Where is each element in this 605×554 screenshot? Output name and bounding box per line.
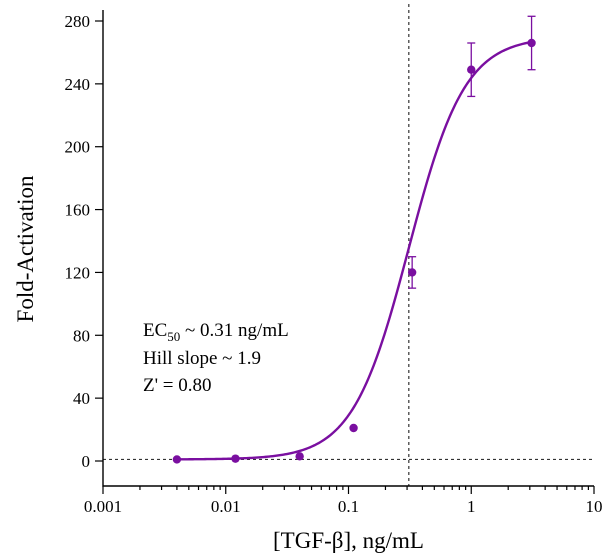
x-axis-ticks: 0.001 0.01 0.1 1 10 — [84, 486, 603, 516]
x-tick-label: 10 — [586, 497, 603, 516]
y-tick-label: 0 — [82, 452, 91, 471]
fit-curve — [176, 40, 532, 461]
hill-slope-annotation: Hill slope ~ 1.9 — [143, 348, 261, 369]
error-bars-layer — [408, 15, 536, 289]
x-tick-label: 1 — [467, 497, 476, 516]
ec50-value: ~ 0.31 ng/mL — [180, 320, 288, 341]
ec50-annotation: EC50 ~ 0.31 ng/mL — [143, 320, 289, 344]
z-prime-annotation: Z' = 0.80 — [143, 375, 212, 396]
data-point — [407, 268, 417, 277]
data-point — [467, 65, 476, 74]
y-tick-label: 40 — [73, 389, 90, 408]
data-point — [295, 452, 304, 461]
y-tick-label: 80 — [73, 326, 90, 345]
x-tick-label: 0.1 — [338, 497, 359, 516]
x-tick-label: 0.01 — [211, 497, 241, 516]
ec50-subscript: 50 — [167, 329, 180, 344]
y-tick-label: 120 — [65, 263, 91, 282]
data-point — [172, 455, 182, 464]
y-tick-label: 280 — [65, 12, 91, 31]
y-tick-label: 240 — [65, 75, 91, 94]
data-point — [527, 38, 536, 48]
data-point — [349, 423, 358, 433]
y-axis-title: Fold-Activation — [13, 175, 38, 322]
x-axis-title: [TGF-β], ng/mL — [273, 528, 424, 553]
y-axis-ticks: 0 40 80 120 160 200 240 280 — [65, 12, 103, 471]
y-tick-label: 200 — [65, 138, 91, 157]
ec50-prefix: EC — [143, 320, 167, 341]
x-tick-label: 0.001 — [84, 497, 122, 516]
data-points-layer — [172, 38, 536, 464]
fit-curve-layer — [176, 40, 532, 461]
y-tick-label: 160 — [65, 201, 91, 220]
data-point — [231, 454, 240, 463]
